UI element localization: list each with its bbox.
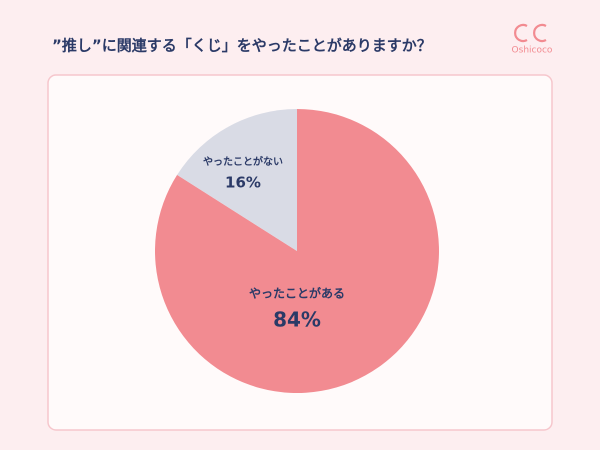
slice-value-label: 16% xyxy=(225,174,261,192)
pie: やったことがある 84% やったことがない 16% xyxy=(155,109,440,393)
slice-category-label: やったことがある xyxy=(249,286,345,301)
brand-name: Oshicoco xyxy=(512,46,553,56)
chart-title: ”推し”に関連する「くじ」をやったことがありますか？ xyxy=(52,37,432,55)
brand-logo: Oshicoco xyxy=(512,23,553,56)
slice-value-label: 84% xyxy=(273,308,321,332)
logo-icon xyxy=(533,23,547,43)
pie-slice xyxy=(177,109,297,251)
slice-category-label: やったことがない xyxy=(203,155,283,168)
logo-icon xyxy=(514,23,528,43)
